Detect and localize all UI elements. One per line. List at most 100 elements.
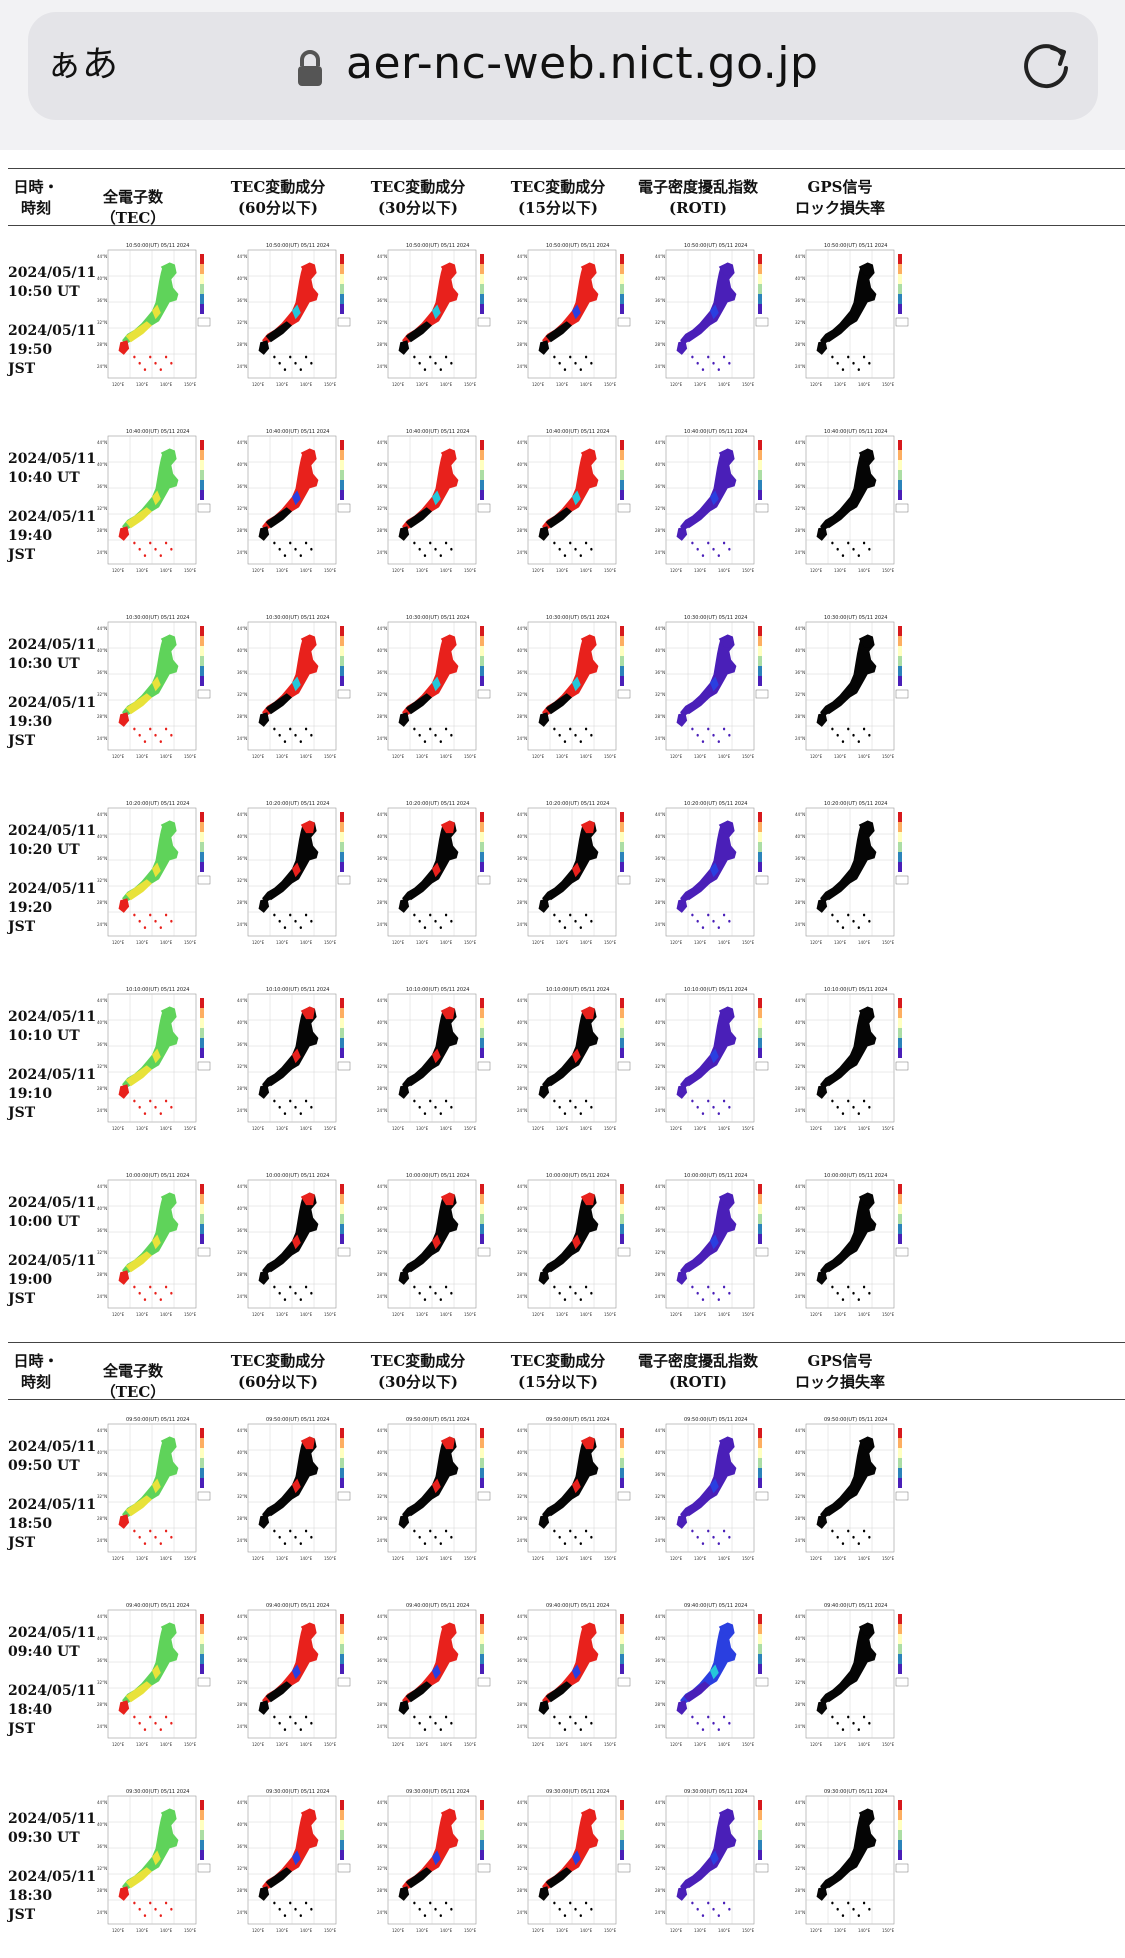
map-cell[interactable]: 09:50:00(UT) 05/11 2024 120°E 130°E 140°E 15… xyxy=(236,1414,354,1572)
map-cell[interactable]: 10:30:00(UT) 05/11 2024 120°E 130°E 140°E 15… xyxy=(654,612,772,770)
map-cell[interactable]: 10:30:00(UT) 05/11 2024 120°E 130°E 140°E 15… xyxy=(236,612,354,770)
map-cell[interactable]: 09:50:00(UT) 05/11 2024 120°E 130°E 140°E 15… xyxy=(654,1414,772,1572)
map-cell[interactable]: 10:10:00(UT) 05/11 2024 120°E 130°E 140°E 15… xyxy=(516,984,634,1142)
map-cell[interactable]: 09:40:00(UT) 05/11 2024 120°E 130°E 140°E 15… xyxy=(794,1600,912,1758)
map-cell[interactable]: 09:50:00(UT) 05/11 2024 120°E 130°E 140°E 15… xyxy=(376,1414,494,1572)
map-cell[interactable]: 10:00:00(UT) 05/11 2024 120°E 130°E 140°E 15… xyxy=(516,1170,634,1328)
map-cell[interactable]: 10:10:00(UT) 05/11 2024 120°E 130°E 140°E 15… xyxy=(794,984,912,1142)
map-cell[interactable]: 10:30:00(UT) 05/11 2024 120°E 130°E 140°E 15… xyxy=(376,612,494,770)
map-cell[interactable]: 10:50:00(UT) 05/11 2024 120°E 130°E 140°E 15… xyxy=(794,240,912,398)
map-cell[interactable]: 10:10:00(UT) 05/11 2024 120°E 130°E 140°E 15… xyxy=(236,984,354,1142)
map-cell[interactable]: 09:30:00(UT) 05/11 2024 120°E 130°E 140°E 15… xyxy=(376,1786,494,1944)
map-cell[interactable]: 10:50:00(UT) 05/11 2024 120°E 130°E 140°E 15… xyxy=(96,240,214,398)
map-cell[interactable]: 10:10:00(UT) 05/11 2024 120°E 130°E 140°E 15… xyxy=(376,984,494,1142)
map-cell[interactable]: 10:20:00(UT) 05/11 2024 120°E 130°E 140°E 15… xyxy=(236,798,354,956)
map-cell[interactable]: 10:50:00(UT) 05/11 2024 120°E 130°E 140°E 15… xyxy=(654,240,772,398)
map-cell[interactable]: 10:00:00(UT) 05/11 2024 120°E 130°E 140°E 15… xyxy=(654,1170,772,1328)
map-cell[interactable]: 10:40:00(UT) 05/11 2024 120°E 130°E 140°E 15… xyxy=(96,426,214,584)
map-cell[interactable]: 09:30:00(UT) 05/11 2024 120°E 130°E 140°E 15… xyxy=(236,1786,354,1944)
url-text[interactable]: aer-nc-web.nict.go.jp xyxy=(346,38,819,89)
map-cell[interactable]: 10:30:00(UT) 05/11 2024 120°E 130°E 140°E 15… xyxy=(794,612,912,770)
map-cell[interactable]: 09:50:00(UT) 05/11 2024 120°E 130°E 140°E 15… xyxy=(794,1414,912,1572)
map-cell[interactable]: 10:20:00(UT) 05/11 2024 120°E 130°E 140°E 15… xyxy=(654,798,772,956)
map-cell[interactable]: 10:10:00(UT) 05/11 2024 120°E 130°E 140°E 15… xyxy=(96,984,214,1142)
map-cell[interactable]: 10:40:00(UT) 05/11 2024 120°E 130°E 140°E 15… xyxy=(794,426,912,584)
map-cell[interactable]: 10:30:00(UT) 05/11 2024 120°E 130°E 140°E 15… xyxy=(516,612,634,770)
map-cell[interactable]: 09:40:00(UT) 05/11 2024 120°E 130°E 140°E 15… xyxy=(654,1600,772,1758)
map-cell[interactable]: 09:30:00(UT) 05/11 2024 120°E 130°E 140°E 15… xyxy=(96,1786,214,1944)
map-cell[interactable]: 10:00:00(UT) 05/11 2024 120°E 130°E 140°E 15… xyxy=(376,1170,494,1328)
map-cell[interactable]: 09:30:00(UT) 05/11 2024 120°E 130°E 140°E 15… xyxy=(794,1786,912,1944)
map-cell[interactable]: 10:40:00(UT) 05/11 2024 120°E 130°E 140°E 15… xyxy=(376,426,494,584)
map-cell[interactable]: 09:30:00(UT) 05/11 2024 120°E 130°E 140°E 15… xyxy=(654,1786,772,1944)
map-cell[interactable]: 10:00:00(UT) 05/11 2024 120°E 130°E 140°E 15… xyxy=(236,1170,354,1328)
map-cell[interactable]: 10:20:00(UT) 05/11 2024 120°E 130°E 140°E 15… xyxy=(516,798,634,956)
map-cell[interactable]: 10:10:00(UT) 05/11 2024 120°E 130°E 140°E 15… xyxy=(654,984,772,1142)
map-cell[interactable]: 09:50:00(UT) 05/11 2024 120°E 130°E 140°E 15… xyxy=(516,1414,634,1572)
map-cell[interactable]: 09:40:00(UT) 05/11 2024 120°E 130°E 140°E 15… xyxy=(376,1600,494,1758)
reader-settings-button[interactable]: ぁあ xyxy=(46,44,119,85)
map-cell[interactable]: 10:40:00(UT) 05/11 2024 120°E 130°E 140°E 15… xyxy=(654,426,772,584)
map-cell[interactable]: 10:20:00(UT) 05/11 2024 120°E 130°E 140°E 15… xyxy=(96,798,214,956)
map-cell[interactable]: 09:40:00(UT) 05/11 2024 120°E 130°E 140°E 15… xyxy=(236,1600,354,1758)
map-cell[interactable]: 10:50:00(UT) 05/11 2024 120°E 130°E 140°E 15… xyxy=(516,240,634,398)
map-cell[interactable]: 10:30:00(UT) 05/11 2024 120°E 130°E 140°E 15… xyxy=(96,612,214,770)
map-cell[interactable]: 10:20:00(UT) 05/11 2024 120°E 130°E 140°E 15… xyxy=(794,798,912,956)
map-cell[interactable]: 10:20:00(UT) 05/11 2024 120°E 130°E 140°E 15… xyxy=(376,798,494,956)
map-cell[interactable]: 10:50:00(UT) 05/11 2024 120°E 130°E 140°E 15… xyxy=(236,240,354,398)
map-cell[interactable]: 09:40:00(UT) 05/11 2024 120°E 130°E 140°E 15… xyxy=(96,1600,214,1758)
map-cell[interactable]: 10:50:00(UT) 05/11 2024 120°E 130°E 140°E 15… xyxy=(376,240,494,398)
map-cell[interactable]: 10:00:00(UT) 05/11 2024 120°E 130°E 140°E 15… xyxy=(96,1170,214,1328)
map-cell[interactable]: 09:30:00(UT) 05/11 2024 120°E 130°E 140°E 15… xyxy=(516,1786,634,1944)
map-cell[interactable]: 09:50:00(UT) 05/11 2024 120°E 130°E 140°E 15… xyxy=(96,1414,214,1572)
map-cell[interactable]: 10:40:00(UT) 05/11 2024 120°E 130°E 140°E 15… xyxy=(516,426,634,584)
